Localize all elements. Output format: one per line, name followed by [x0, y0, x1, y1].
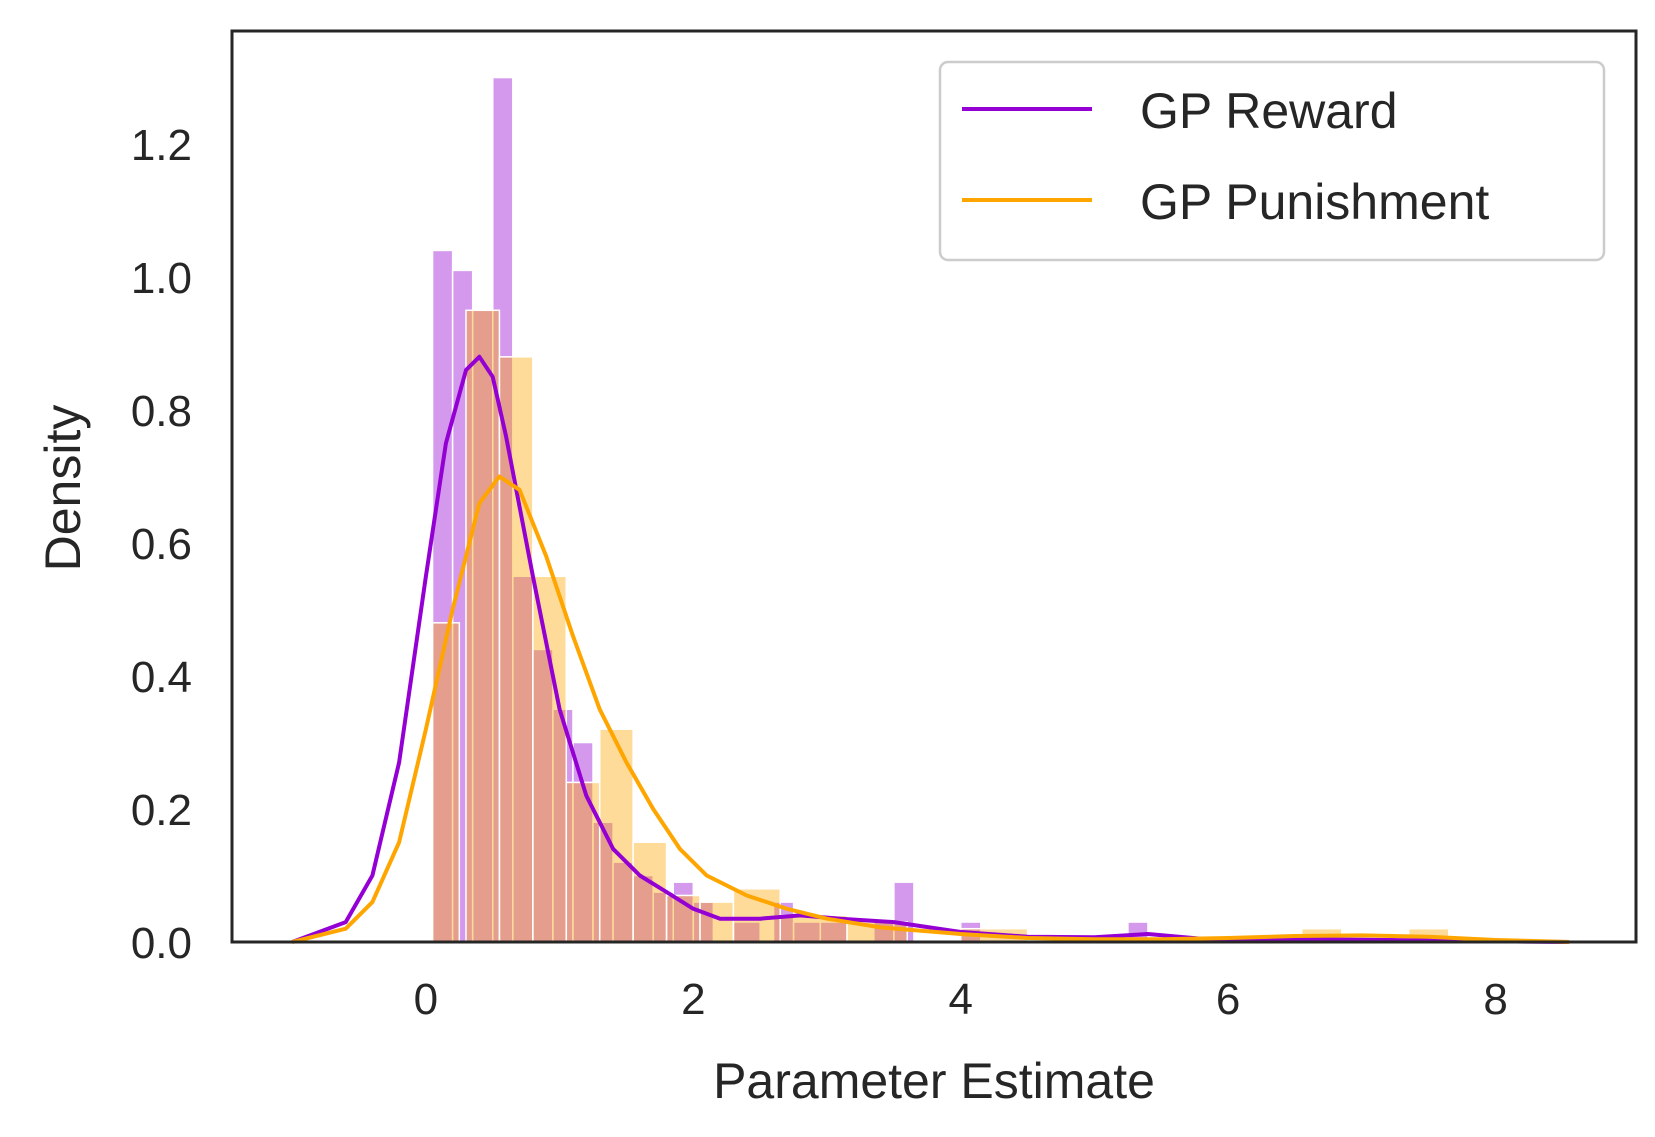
- y-tick-label-3: 0.6: [131, 520, 192, 569]
- kde-curves: [291, 354, 1570, 944]
- x-axis-label: Parameter Estimate: [713, 1053, 1155, 1109]
- y-tick-label-2: 0.4: [131, 653, 192, 702]
- histogram-bar-punishment-4: [565, 781, 601, 943]
- plot-frame: [230, 29, 1638, 944]
- legend: GP Reward GP Punishment: [938, 60, 1606, 262]
- legend-label-punishment: GP Punishment: [1140, 174, 1489, 230]
- y-tick-label-6: 1.2: [131, 121, 192, 170]
- x-tick-label-0: 0: [414, 975, 438, 1024]
- axis-ticks: 0 2 4 6 8 0.0 0.2 0.4 0.6 0.8 1.0 1.2: [131, 121, 1508, 1024]
- kde-line-reward: [291, 354, 1570, 944]
- kde-line-punishment: [291, 474, 1570, 944]
- y-tick-label-1: 0.2: [131, 786, 192, 835]
- histogram-bar-punishment-2: [498, 356, 534, 943]
- histogram-bar-punishment-1: [465, 309, 501, 943]
- y-tick-label-5: 1.0: [131, 254, 192, 303]
- x-tick-label-3: 6: [1216, 975, 1240, 1024]
- legend-label-reward: GP Reward: [1140, 83, 1398, 139]
- histogram-bar-punishment-8: [699, 901, 735, 943]
- y-tick-label-0: 0.0: [131, 919, 192, 968]
- x-tick-label-1: 2: [681, 975, 705, 1024]
- x-tick-label-4: 8: [1483, 975, 1507, 1024]
- histogram-bar-punishment-6: [632, 841, 668, 943]
- y-axis-label: Density: [35, 405, 91, 572]
- legend-box: [938, 60, 1606, 262]
- x-tick-label-2: 4: [949, 975, 973, 1024]
- y-tick-label-4: 0.8: [131, 387, 192, 436]
- histogram-bar-punishment-0: [431, 622, 461, 943]
- histogram-bar-punishment-3: [532, 575, 568, 943]
